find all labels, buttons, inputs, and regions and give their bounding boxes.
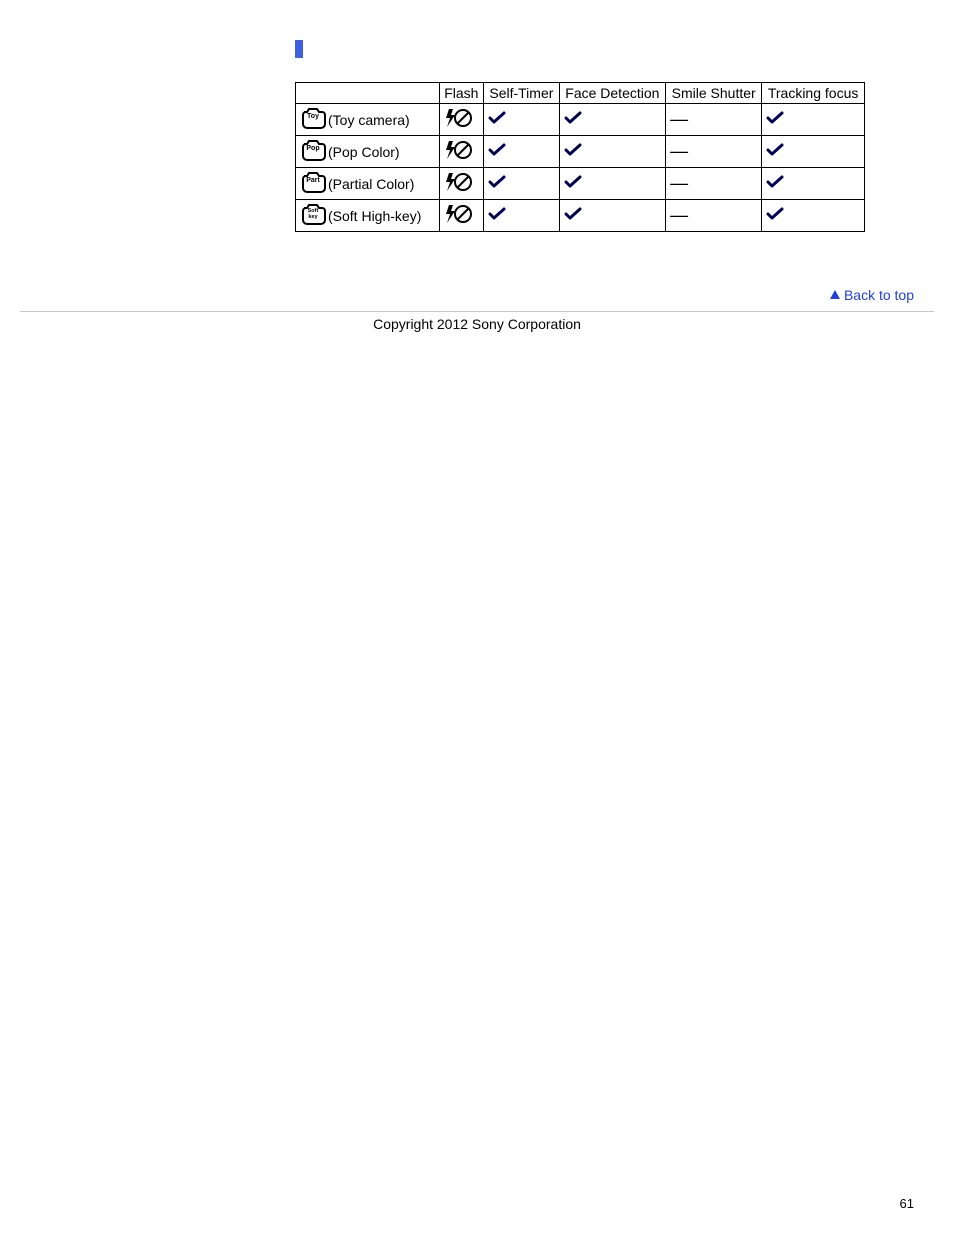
tracking-focus-cell [762,136,865,168]
flash-cell [439,136,484,168]
smile-shutter-cell: — [666,136,762,168]
mode-icon: Toy [300,106,326,133]
triangle-up-icon [830,290,840,299]
check-icon [766,208,784,224]
check-icon [488,208,506,224]
dash-mark: — [670,109,688,129]
tracking-focus-cell [762,200,865,232]
col-header-smile-shutter: Smile Shutter [666,83,762,104]
check-icon [564,144,582,160]
divider-line [20,311,934,312]
table-row: Pop (Pop Color) — [296,136,865,168]
mode-cell: Part (Partial Color) [296,168,440,200]
smile-shutter-cell: — [666,168,762,200]
check-icon [766,112,784,128]
content-block: Flash Self-Timer Face Detection Smile Sh… [295,40,865,232]
mode-label: (Partial Color) [328,176,414,192]
copyright-text: Copyright 2012 Sony Corporation [20,316,934,332]
col-header-face-detection: Face Detection [559,83,666,104]
face-detection-cell [559,104,666,136]
mode-icon: Part [300,170,326,197]
flash-cell [439,104,484,136]
dash-mark: — [670,173,688,193]
mode-label: (Soft High-key) [328,208,421,224]
svg-text:key: key [308,214,318,220]
table-row: Soft key (Soft High-key) — [296,200,865,232]
flash-off-icon [444,211,472,227]
back-to-top-container: Back to top [20,286,914,303]
smile-shutter-cell: — [666,104,762,136]
table-row: Toy (Toy camera) — [296,104,865,136]
svg-text:Pop: Pop [306,145,319,152]
check-icon [766,144,784,160]
table-header-row: Flash Self-Timer Face Detection Smile Sh… [296,83,865,104]
back-to-top-label: Back to top [844,287,914,303]
check-icon [488,144,506,160]
svg-text:Part: Part [306,177,320,184]
mode-icon: Pop [300,138,326,165]
table-row: Part (Partial Color) — [296,168,865,200]
dash-mark: — [670,205,688,225]
flash-off-icon [444,115,472,131]
check-icon [564,208,582,224]
flash-cell [439,200,484,232]
heading-bar-icon [295,40,303,58]
mode-cell: Soft key (Soft High-key) [296,200,440,232]
tracking-focus-cell [762,168,865,200]
col-header-flash: Flash [439,83,484,104]
col-header-blank [296,83,440,104]
face-detection-cell [559,168,666,200]
feature-table: Flash Self-Timer Face Detection Smile Sh… [295,82,865,232]
mode-icon: Soft key [300,202,326,229]
self-timer-cell [484,104,559,136]
svg-text:Toy: Toy [307,113,319,120]
flash-cell [439,168,484,200]
back-to-top-link[interactable]: Back to top [830,287,914,303]
face-detection-cell [559,200,666,232]
flash-off-icon [444,179,472,195]
page-number: 61 [900,1196,914,1211]
dash-mark: — [670,141,688,161]
mode-label: (Toy camera) [328,112,410,128]
col-header-tracking-focus: Tracking focus [762,83,865,104]
mode-cell: Pop (Pop Color) [296,136,440,168]
self-timer-cell [484,200,559,232]
smile-shutter-cell: — [666,200,762,232]
flash-off-icon [444,147,472,163]
check-icon [564,176,582,192]
check-icon [488,112,506,128]
check-icon [564,112,582,128]
mode-cell: Toy (Toy camera) [296,104,440,136]
tracking-focus-cell [762,104,865,136]
self-timer-cell [484,168,559,200]
mode-label: (Pop Color) [328,144,400,160]
col-header-self-timer: Self-Timer [484,83,559,104]
page: Flash Self-Timer Face Detection Smile Sh… [0,0,954,1235]
face-detection-cell [559,136,666,168]
check-icon [766,176,784,192]
self-timer-cell [484,136,559,168]
check-icon [488,176,506,192]
